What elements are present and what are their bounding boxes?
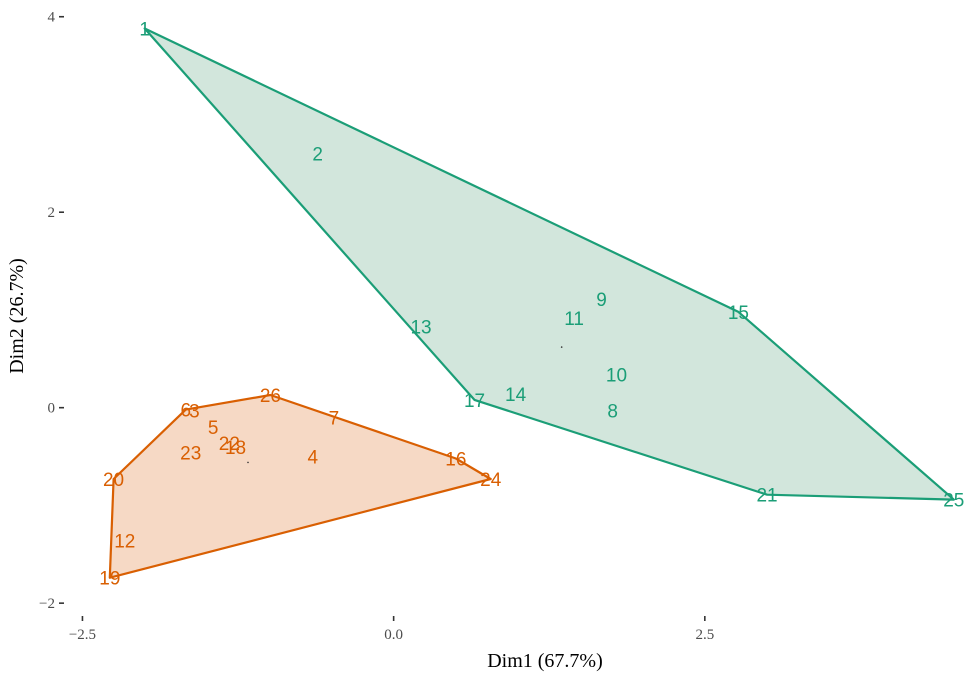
y-tick-label-3: 4: [48, 10, 56, 26]
point-label-20: 20: [103, 470, 124, 491]
point-label-17: 17: [464, 391, 485, 412]
y-tick-label-2: 2: [48, 205, 56, 221]
y-tick-label-1: 0: [48, 401, 56, 417]
x-tick-label-2: 2.5: [695, 627, 714, 643]
point-label-18: 18: [225, 438, 246, 459]
point-label-14: 14: [505, 385, 527, 406]
point-label-24: 24: [480, 470, 502, 491]
point-label-2: 2: [312, 145, 323, 166]
point-label-10: 10: [606, 365, 627, 386]
point-label-1: 1: [139, 19, 150, 40]
y-tick-label-0: −2: [39, 596, 55, 612]
point-label-12: 12: [114, 532, 135, 553]
x-tick-label-0: −2.5: [69, 627, 96, 643]
cluster-centroids: [247, 346, 563, 464]
x-axis-title: Dim1 (67.7%): [487, 650, 603, 672]
cluster-1-hull: [143, 27, 955, 501]
point-label-25: 25: [943, 491, 964, 512]
point-label-9: 9: [596, 290, 607, 311]
cluster-1-centroid: [560, 346, 563, 348]
point-label-15: 15: [728, 303, 749, 324]
point-label-8: 8: [607, 402, 618, 423]
point-label-6: 6: [180, 401, 191, 422]
point-label-11: 11: [564, 309, 584, 330]
cluster-hulls: [108, 27, 955, 579]
cluster-2-hull: [108, 393, 492, 579]
point-label-26: 26: [260, 386, 281, 407]
point-label-5: 5: [208, 418, 219, 439]
point-label-3: 3: [189, 402, 200, 423]
point-label-13: 13: [410, 318, 431, 339]
point-label-7: 7: [329, 408, 340, 429]
point-label-19: 19: [99, 569, 120, 590]
point-label-21: 21: [756, 486, 777, 507]
y-axis-title: Dim2 (26.7%): [6, 258, 28, 374]
x-tick-label-1: 0.0: [384, 627, 403, 643]
point-label-4: 4: [307, 448, 318, 469]
point-label-22: 22: [219, 434, 240, 455]
point-label-16: 16: [445, 450, 466, 471]
point-label-23: 23: [180, 444, 201, 465]
cluster-2-centroid: [247, 461, 249, 464]
